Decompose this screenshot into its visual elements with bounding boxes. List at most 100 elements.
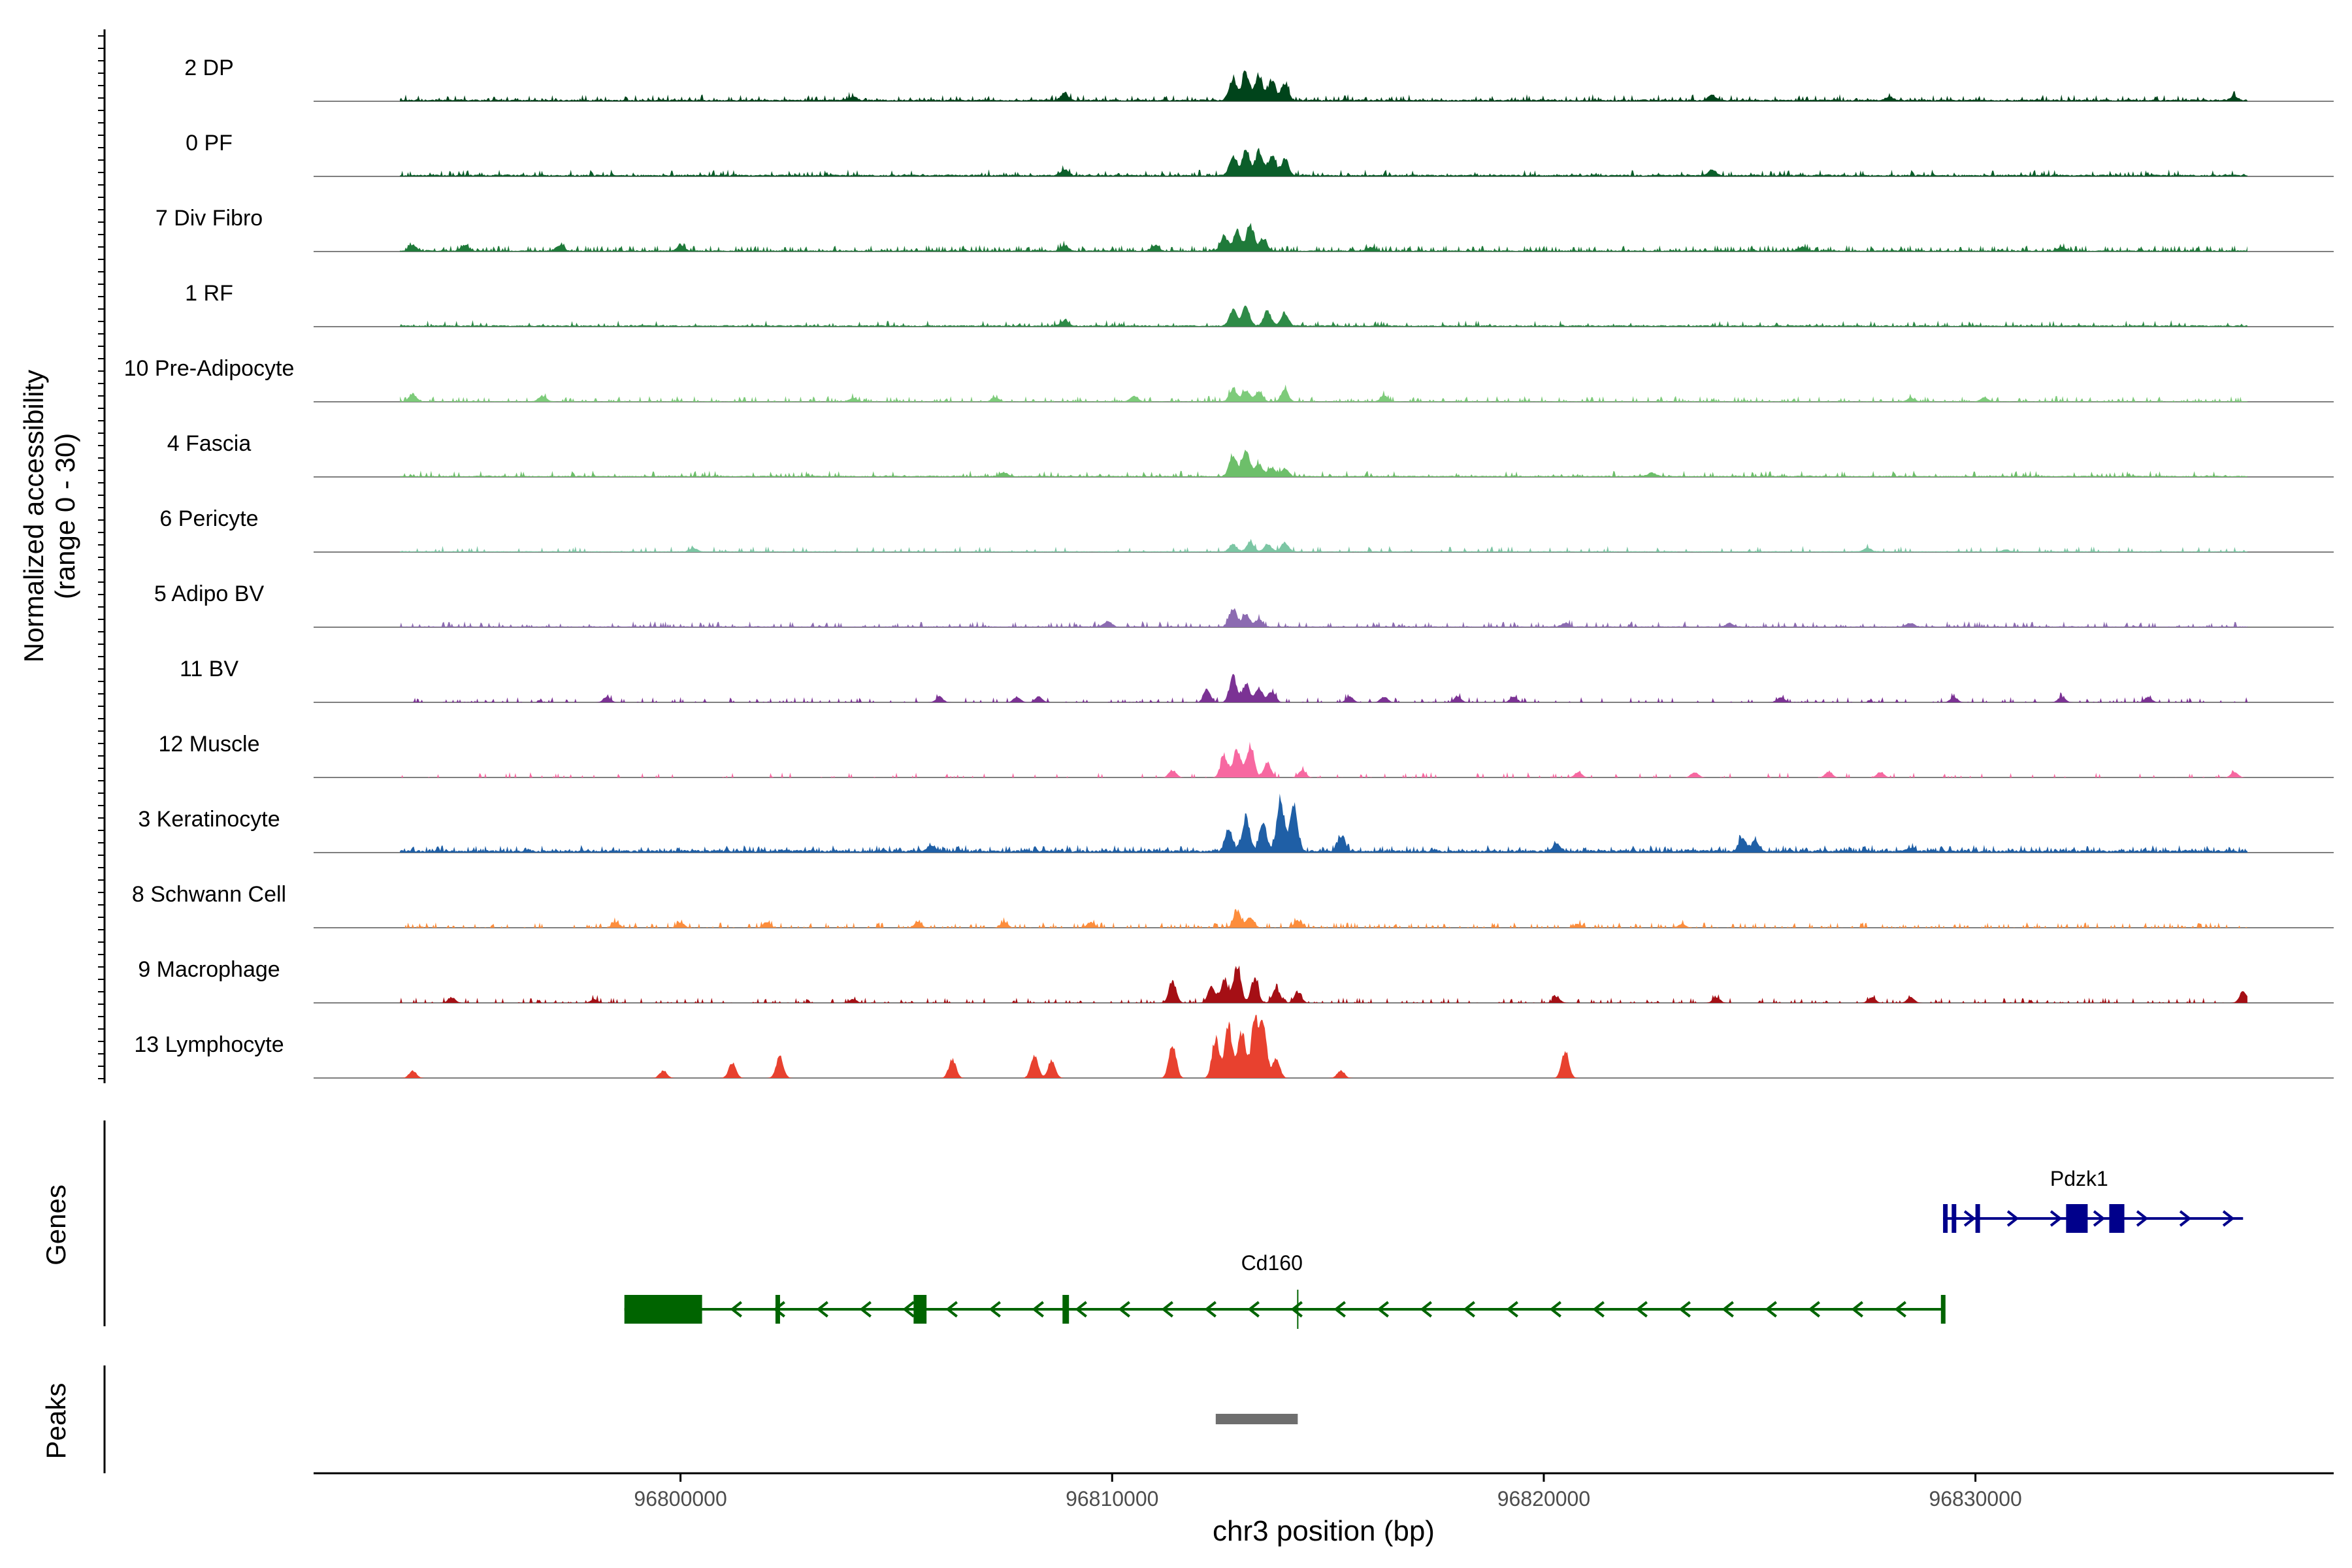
track-1: 2 DP <box>184 56 2334 102</box>
peak-region <box>1215 1414 1298 1424</box>
coverage-area <box>400 793 2247 853</box>
strand-arrow <box>730 1301 742 1318</box>
gene-exon <box>1062 1295 1070 1324</box>
track-label: 2 DP <box>184 56 234 80</box>
x-axis: 96800000 96810000 96820000 96830000 <box>314 1472 2334 1511</box>
track-label: 3 Keratinocyte <box>138 807 280 832</box>
strand-arrow <box>945 1301 958 1318</box>
strand-arrow <box>1247 1301 1260 1318</box>
strand-arrow <box>773 1301 785 1318</box>
peaks-track-label: Peaks <box>41 1383 71 1460</box>
coverage-area <box>400 965 2247 1003</box>
coverage-area <box>400 223 2247 252</box>
track-8: 5 Adipo BV <box>154 581 2334 628</box>
strand-arrow <box>1894 1301 1906 1318</box>
track-label: 10 Pre-Adipocyte <box>124 356 295 381</box>
gene-exon <box>1943 1204 1948 1233</box>
track-9: 11 BV <box>180 657 2334 703</box>
strand-arrow <box>2006 1210 2019 1227</box>
gene-exon <box>2066 1204 2088 1233</box>
coverage-area <box>400 1015 2247 1078</box>
track-7: 6 Pericyte <box>159 506 2334 553</box>
track-2: 0 PF <box>186 131 2334 177</box>
coverage-area <box>400 148 2247 176</box>
strand-arrow <box>859 1301 872 1318</box>
track-label: 6 Pericyte <box>159 506 258 531</box>
x-tick-label: 96800000 <box>634 1487 727 1511</box>
strand-arrow <box>988 1301 1001 1318</box>
strand-arrow <box>2050 1210 2063 1227</box>
track-10: 12 Muscle <box>159 732 2334 778</box>
track-label: 0 PF <box>186 131 233 155</box>
strand-arrow <box>816 1301 828 1318</box>
strand-arrow <box>1463 1301 1475 1318</box>
gene-exon <box>775 1295 780 1324</box>
gene-annotation-track: Cd160 Pdzk1 <box>103 1120 2244 1329</box>
track-label: 9 Macrophage <box>138 957 280 982</box>
strand-arrow <box>1118 1301 1130 1318</box>
y-axis <box>98 29 106 1083</box>
coverage-area <box>400 384 2247 402</box>
strand-arrow <box>1506 1301 1518 1318</box>
track-label: 1 RF <box>185 281 233 306</box>
y-axis-title-line2: (range 0 - 30) <box>50 433 80 599</box>
track-label: 13 Lymphocyte <box>134 1032 284 1057</box>
gene-exon <box>1952 1204 1957 1233</box>
track-label: 4 Fascia <box>167 431 252 456</box>
strand-arrow <box>1333 1301 1346 1318</box>
strand-arrow <box>1722 1301 1734 1318</box>
coverage-area <box>400 449 2247 477</box>
track-label: 7 Div Fibro <box>155 206 263 231</box>
y-axis-title-line1: Normalized accessibility <box>18 370 49 662</box>
track-13: 9 Macrophage <box>138 957 2334 1004</box>
gene-exon <box>1940 1295 1946 1324</box>
strand-arrow <box>2179 1210 2192 1227</box>
strand-arrow <box>902 1301 915 1318</box>
coverage-area <box>400 909 2247 928</box>
track-label: 11 BV <box>180 657 238 681</box>
track-11: 3 Keratinocyte <box>138 793 2334 853</box>
strand-arrow <box>1161 1301 1173 1318</box>
strand-arrow <box>1075 1301 1087 1318</box>
genes-track-label: Genes <box>41 1184 71 1266</box>
track-3: 7 Div Fibro <box>155 206 2334 252</box>
track-5: 10 Pre-Adipocyte <box>124 356 2334 402</box>
strand-arrow <box>1377 1301 1389 1318</box>
track-4: 1 RF <box>185 281 2334 327</box>
gene-exon <box>624 1295 702 1324</box>
track-14: 13 Lymphocyte <box>134 1015 2334 1079</box>
strand-arrow <box>1592 1301 1605 1318</box>
strand-arrow <box>1032 1301 1044 1318</box>
gene-label: Pdzk1 <box>2050 1167 2108 1190</box>
gene-exon <box>2109 1204 2125 1233</box>
coverage-area <box>400 608 2247 627</box>
track-6: 4 Fascia <box>167 431 2334 478</box>
track-12: 8 Schwann Cell <box>132 882 2334 928</box>
strand-arrow <box>1851 1301 1863 1318</box>
strand-arrow <box>2093 1210 2106 1227</box>
strand-arrow <box>1808 1301 1820 1318</box>
strand-arrow <box>1963 1210 1976 1227</box>
strand-arrow <box>1635 1301 1648 1318</box>
strand-arrow <box>1290 1301 1303 1318</box>
x-tick-label: 96830000 <box>1929 1487 2021 1511</box>
peak-track <box>103 1365 1298 1473</box>
strand-arrow <box>2222 1210 2235 1227</box>
gene-exon <box>913 1295 927 1324</box>
gene-exon <box>1975 1204 1980 1233</box>
coverage-area <box>400 538 2247 552</box>
gene-pdzk1: Pdzk1 <box>1943 1167 2244 1233</box>
coverage-tracks: 2 DP 0 PF 7 Div Fibro 1 RF 10 Pre-Adipocyte 4… <box>124 56 2334 1079</box>
gene-cd160: Cd160 <box>624 1251 1946 1329</box>
strand-arrow <box>1204 1301 1217 1318</box>
coverage-area <box>400 71 2247 101</box>
strand-arrow <box>1765 1301 1777 1318</box>
coverage-area <box>400 742 2247 777</box>
strand-arrow <box>2136 1210 2149 1227</box>
coverage-area <box>400 674 2247 702</box>
x-axis-title: chr3 position (bp) <box>1213 1515 1435 1547</box>
coverage-area <box>400 305 2247 327</box>
gene-label: Cd160 <box>1241 1251 1303 1275</box>
strand-arrow <box>1420 1301 1432 1318</box>
